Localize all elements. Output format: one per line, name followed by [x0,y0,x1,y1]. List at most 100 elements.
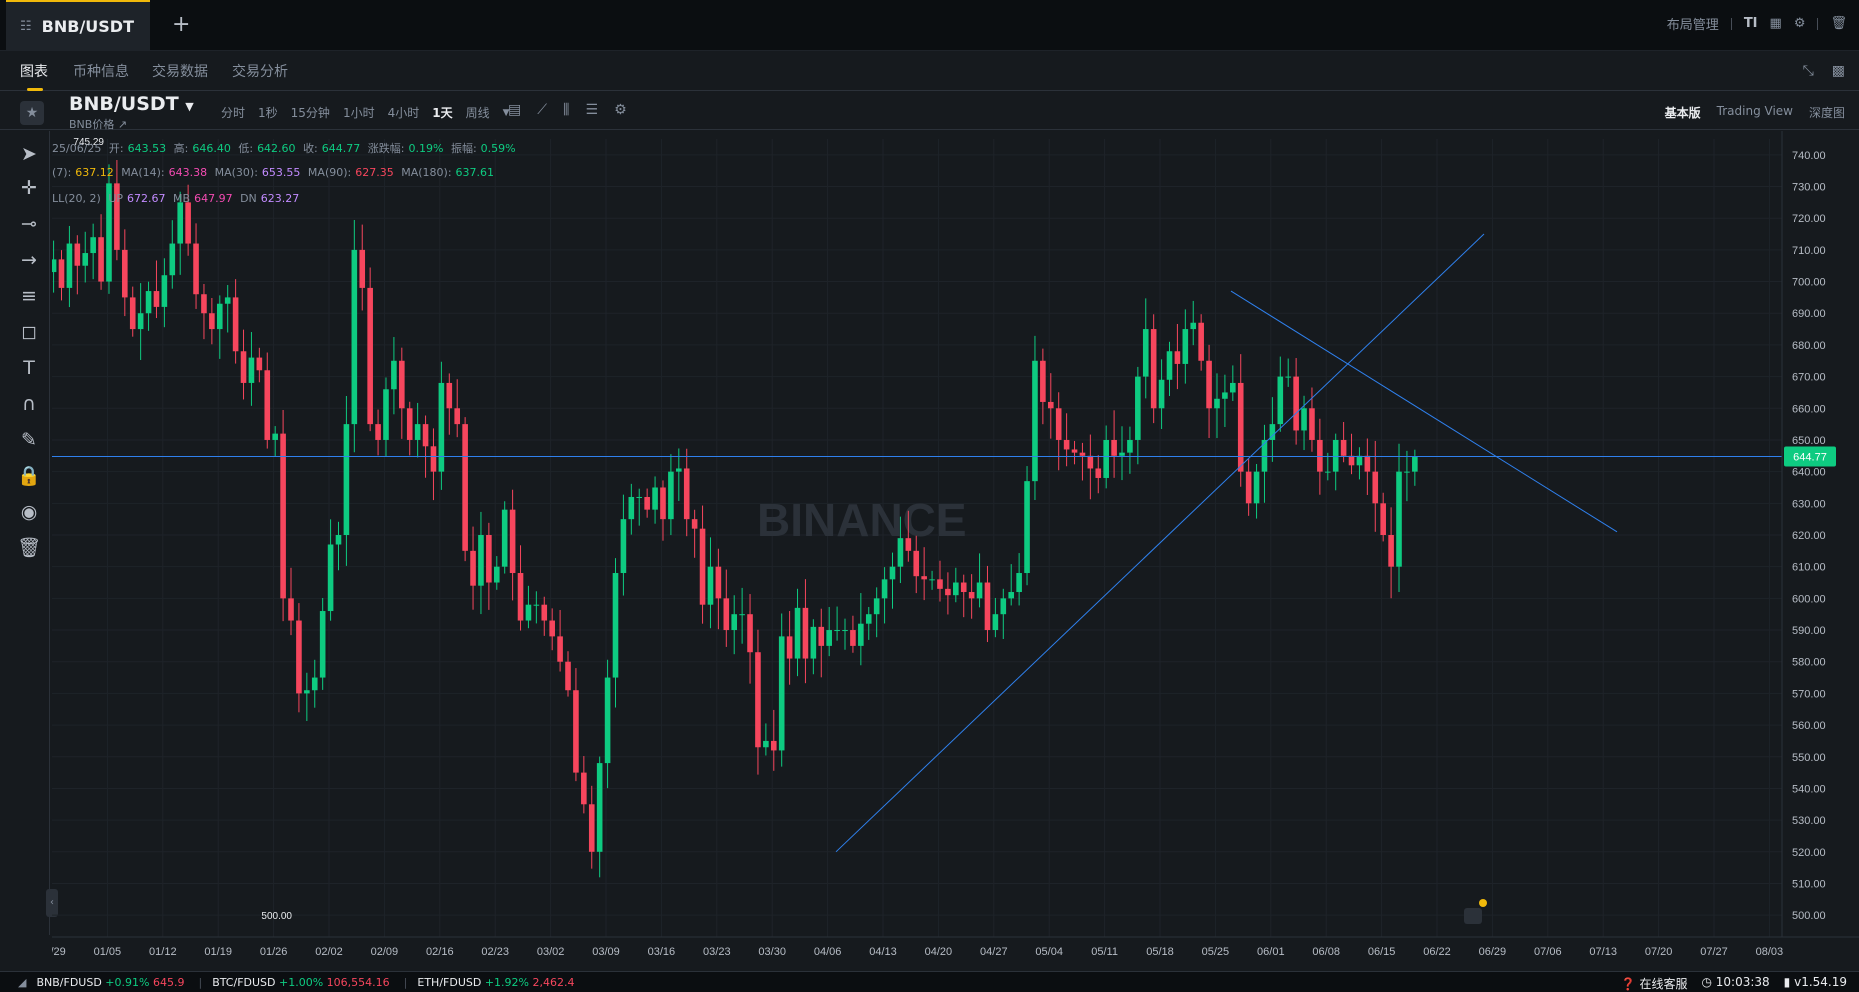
candle [264,352,271,449]
symbol-tab[interactable]: ☷ BNB/USDT [6,0,150,51]
candle [153,260,160,319]
arrow-tool-icon[interactable]: → [21,249,37,271]
candle [311,659,318,708]
settings-list-icon[interactable]: ☰ [585,102,599,118]
candle [573,668,579,782]
edit-drawing-icon[interactable]: ✎ [21,429,37,451]
x-tick-label: 07/20 [1645,946,1673,958]
interval-selector: 分时 1秒 15分钟 1小时 4小时 1天 周线 ▼ [221,104,510,121]
candle [478,511,484,615]
calendar-icon[interactable]: ▤ [508,102,522,118]
gear-icon[interactable]: ⚙ [614,102,627,118]
interval-1s[interactable]: 1秒 [258,106,278,120]
trash-icon[interactable]: 🗑 [16,537,42,559]
tab-chart[interactable]: 图表 [20,64,48,80]
watermark: BINANCE [757,494,967,546]
candle [304,672,310,721]
candle [1127,426,1133,474]
candle [430,428,437,501]
candle [881,567,888,624]
text-tool-icon[interactable]: T [23,357,35,379]
favorite-star-icon[interactable]: ★ [20,101,44,125]
ma7-value: 637.12 [75,166,114,179]
view-tradingview[interactable]: Trading View [1716,104,1793,118]
candle [960,574,967,618]
candle-type-icon[interactable]: ⫼ [563,102,570,118]
legend-change-label: 涨跌幅: [367,142,405,155]
top-right-controls: 布局管理 TI ▦ ⚙ 🗑 [1667,14,1847,33]
x-tick-label: 04/06 [814,946,842,958]
symbol-subtitle-link[interactable]: BNB价格 ↗ [69,118,128,131]
top-bar: ☷ BNB/USDT + 布局管理 TI ▦ ⚙ 🗑 [0,0,1859,51]
interval-1d[interactable]: 1天 [432,106,453,120]
candle [565,651,571,697]
candle [755,629,761,775]
candle [1230,365,1236,401]
tab-trade-data[interactable]: 交易数据 [152,64,208,80]
indicator-icon[interactable]: ⟋ [537,102,548,118]
x-tick-label: 01/19 [204,946,232,958]
legend-amplitude: 0.59% [480,142,516,155]
grid-layout-icon[interactable]: ▦ [1769,16,1782,31]
view-basic[interactable]: 基本版 [1664,106,1701,120]
candle [1301,395,1307,451]
candle [280,410,286,622]
lock-icon[interactable]: 🔒 [17,465,41,487]
cursor-icon[interactable]: ➤ [21,143,37,165]
y-tick-label: 530.00 [1792,815,1826,827]
interval-1w[interactable]: 周线 [465,106,490,120]
ticker-bnb-fdusd[interactable]: BNB/FDUSD +0.91% 645.9 [36,975,185,989]
candle [1119,426,1125,481]
support-link[interactable]: ❓ 在线客服 [1620,977,1688,991]
candle [636,488,643,526]
widgets-icon[interactable]: ▩ [1831,63,1845,79]
ma30-value: 653.55 [261,166,301,179]
y-tick-label: 650.00 [1792,435,1826,447]
interval-dropdown-icon[interactable]: ▼ [502,107,510,118]
candle [668,454,674,536]
ma14-label: MA(14): [121,166,165,179]
candle [1293,358,1299,445]
candle [826,607,832,657]
magnet-icon[interactable]: ∩ [22,393,36,415]
interval-tick[interactable]: 分时 [221,106,246,120]
x-tick-label: 03/02 [537,946,565,958]
candle [256,347,263,383]
view-depth[interactable]: 深度图 [1808,106,1845,120]
candle [1214,373,1220,439]
fib-tool-icon[interactable]: ≡ [21,285,37,307]
collapse-icon[interactable]: ⤡ [1802,63,1814,79]
interval-15m[interactable]: 15分钟 [290,106,330,120]
view-switcher: 基本版 Trading View 深度图 [1665,104,1845,121]
candle [747,594,753,684]
trend-line-icon[interactable]: ⊸ [21,213,37,235]
gear-icon[interactable]: ⚙ [1793,16,1806,31]
interval-1h[interactable]: 1小时 [342,106,375,120]
interval-4h[interactable]: 4小时 [387,106,420,120]
collapse-toolbar-button[interactable]: ‹ [46,889,58,917]
legend-open-label: 开: [108,142,124,155]
ticker-btc-fdusd[interactable]: BTC/FDUSD +1.00% 106,554.16 [212,975,390,989]
tab-trade-analysis[interactable]: 交易分析 [232,64,288,80]
y-tick-label: 500.00 [1792,910,1826,922]
symbol-selector[interactable]: BNB/USDT ▼ [69,93,194,115]
ti-button[interactable]: TI [1743,16,1758,31]
legend-high-label: 高: [173,142,189,155]
y-tick-label: 730.00 [1792,182,1826,194]
add-tab-button[interactable]: + [172,12,191,37]
ticker-eth-fdusd[interactable]: ETH/FDUSD +1.92% 2,462.4 [417,975,575,989]
chart-toolbar: ★ BNB/USDT ▼ BNB价格 ↗ 分时 1秒 15分钟 1小时 4小时 … [0,92,1859,131]
layout-manager-button[interactable]: 布局管理 [1666,18,1719,33]
shape-tool-icon[interactable]: ◻ [21,321,37,343]
candle [1269,397,1276,462]
candle [525,585,532,629]
candle [319,598,326,690]
tab-coin-info[interactable]: 币种信息 [73,64,129,80]
y-tick-label: 720.00 [1792,213,1826,225]
delete-icon[interactable]: 🗑 [1830,16,1847,31]
candle [462,417,468,562]
eye-icon[interactable]: ◉ [20,501,38,523]
candle [992,597,999,638]
crosshair-icon[interactable]: ✛ [21,177,37,199]
